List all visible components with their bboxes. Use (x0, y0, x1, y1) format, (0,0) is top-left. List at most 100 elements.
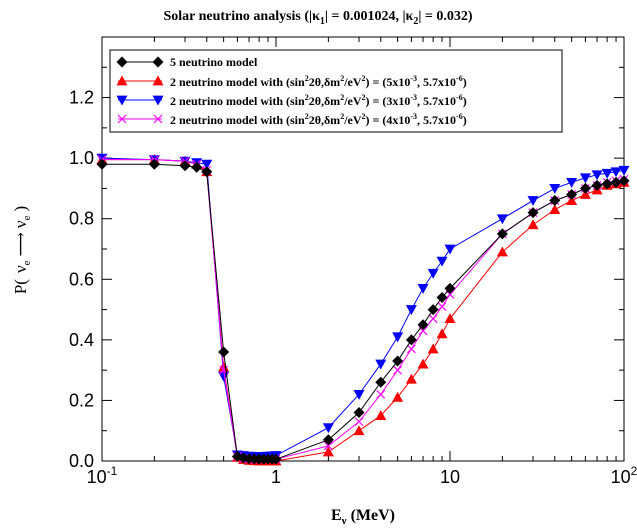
series-2-point (353, 389, 365, 400)
y-tick-label: 1.2 (69, 88, 94, 108)
x-tick-label-base: 10 (611, 467, 631, 487)
series-0-point (579, 182, 591, 194)
series-0-point (191, 161, 203, 173)
series-2-point (591, 170, 603, 181)
legend-marker-2-a (116, 95, 128, 106)
series-3-point (376, 389, 386, 399)
legend-marker-2-b (152, 95, 164, 106)
chart-title-suffix: | = 0.032) (418, 9, 473, 24)
x-tick-label-exp: -1 (107, 464, 118, 478)
series-0-point (405, 334, 417, 346)
series-1-point (549, 204, 561, 215)
series-2-point (322, 423, 334, 434)
series-3-point (428, 314, 438, 324)
series-0-point (375, 376, 387, 388)
series-2-point (375, 359, 387, 370)
x-tick-label-base: 10 (440, 467, 460, 487)
legend-label-1-s2: 2 (340, 74, 344, 83)
series-0-point (96, 158, 108, 170)
series-1-line (102, 159, 625, 462)
series-2-point (610, 167, 622, 178)
series-1-point (392, 391, 404, 402)
legend-label-1-s3: 2 (362, 74, 366, 83)
y-axis-label-arrow: ⟶ (11, 232, 30, 256)
legend-box (109, 49, 563, 133)
series-3 (97, 155, 629, 464)
legend-label-2-text: 2 neutrino model with (sin (170, 94, 305, 108)
legend-label-2: 2 neutrino model with (sin22θ,δm2/eV2) =… (170, 93, 467, 108)
legend-marker-0-a (116, 56, 128, 68)
legend-label-0: 5 neutrino model (170, 55, 258, 69)
series-3-point (406, 344, 416, 354)
legend-label-1-t2: 2θ,δm (309, 75, 341, 89)
legend-label-2-t5: , 5.7x10 (417, 94, 456, 108)
series-0-point (427, 304, 439, 316)
series-0-point (201, 166, 213, 178)
series-2-point (549, 184, 561, 194)
series-0 (96, 158, 630, 465)
legend-label-1-text: 2 neutrino model with (sin (170, 75, 305, 89)
series-0-point (566, 188, 578, 200)
series-0-point (270, 453, 282, 465)
legend-label-0-text: 5 neutrino model (170, 55, 258, 69)
x-axis-label: Eν (MeV) (331, 507, 395, 527)
series-0-point (322, 434, 334, 446)
series-2-point (417, 283, 429, 294)
y-tick-label: 0.8 (69, 209, 94, 229)
legend-label-2-s4: -3 (410, 93, 417, 102)
series-0-point (549, 195, 561, 207)
legend-label-3-s5: -6 (456, 112, 463, 121)
series-1-point (405, 373, 417, 384)
series-3-point (437, 302, 447, 311)
legend-label-1: 2 neutrino model with (sin22θ,δm2/eV2) =… (170, 74, 467, 89)
series-0-point (444, 282, 456, 294)
series-2-point (405, 305, 417, 316)
series-2-point (618, 165, 630, 176)
y-axis-label-open: P( (11, 279, 30, 294)
chart-title: Solar neutrino analysis (|κ1| = 0.001024… (163, 9, 472, 27)
legend-label-1-s4: -3 (410, 74, 417, 83)
x-axis-label-unit: (MeV) (347, 507, 395, 524)
series-0-point (179, 160, 191, 172)
y-tick-label: 1.0 (69, 148, 94, 168)
legend-marker-3-b (153, 114, 163, 124)
x-tick-label: 1 (271, 467, 281, 487)
legend-items (116, 56, 164, 124)
chart-title-middle: | = 0.001024, |κ (325, 9, 414, 24)
series-2-point (392, 332, 404, 343)
x-tick-label: 10-1 (87, 464, 118, 487)
x-tick-label: 102 (611, 464, 637, 487)
legend-label-3-t6: ) (463, 113, 467, 127)
x-tick-label-base: 1 (271, 467, 281, 487)
series-0-point (353, 407, 365, 419)
legend-marker-3-a (117, 114, 127, 124)
legend-label-3-t4: ) = (4x10 (366, 113, 411, 127)
series-1-point (496, 246, 508, 257)
series-2-point (436, 256, 448, 267)
legend-label-3: 2 neutrino model with (sin22θ,δm2/eV2) =… (170, 112, 467, 127)
legend-label-2-t6: ) (463, 94, 467, 108)
series-0-point (527, 207, 539, 219)
series-1-point (322, 446, 334, 457)
series-0-point (148, 158, 160, 170)
legend-label-3-t2: 2θ,δm (309, 113, 341, 127)
series-0-point (601, 178, 613, 190)
legend-label-1-s1: 2 (305, 74, 309, 83)
series-2 (96, 153, 630, 462)
series-1-point (427, 343, 439, 354)
series-1-point (566, 195, 578, 205)
series-1-point (436, 328, 448, 339)
series-2-point (496, 214, 508, 225)
y-tick-label: 0.2 (69, 390, 94, 410)
legend-label-2-t4: ) = (3x10 (366, 94, 411, 108)
series-2-point (601, 168, 613, 179)
series-0-line (102, 163, 625, 460)
x-axis-label-main: E (331, 507, 342, 524)
series-0-point (610, 176, 622, 188)
series-2-point (566, 177, 578, 188)
series-2-point (579, 173, 591, 184)
series-3-point (354, 417, 364, 427)
series-2-point (201, 159, 213, 170)
